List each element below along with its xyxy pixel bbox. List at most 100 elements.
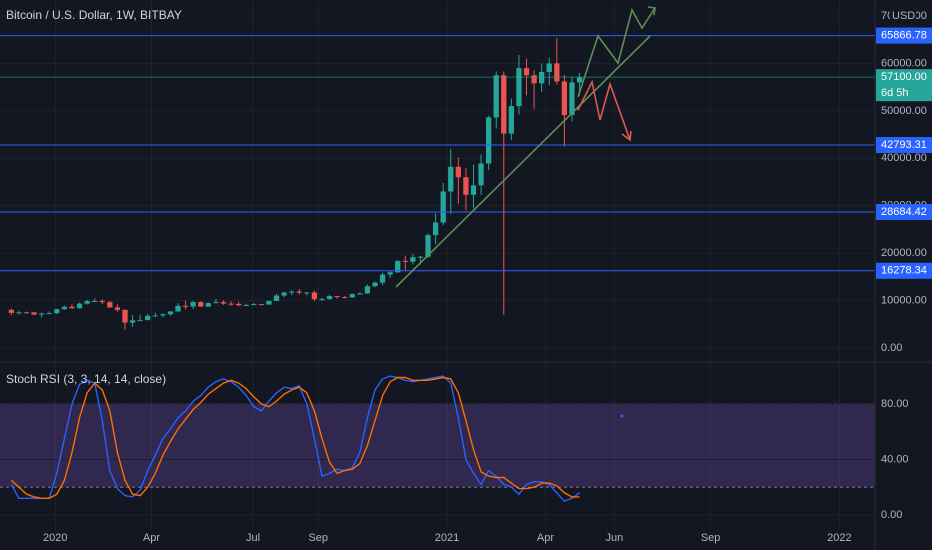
currency-label: USD (892, 10, 915, 22)
candle-body (16, 312, 22, 314)
candle-body (175, 305, 181, 312)
candle-body (508, 106, 515, 134)
candle-body (289, 291, 295, 293)
candle-body (92, 300, 98, 302)
candle-body (516, 68, 522, 107)
candle-body (334, 296, 340, 298)
candle-body (342, 297, 348, 299)
candle-body (152, 315, 158, 317)
candle-body (455, 166, 461, 178)
candle-body (99, 300, 105, 303)
candle-body (417, 256, 424, 258)
x-tick-label: Apr (537, 532, 554, 544)
x-tick-label: 2022 (827, 532, 851, 544)
candle-body (129, 320, 136, 323)
candle-body (251, 304, 257, 306)
y-tick-label: 40000.00 (881, 152, 927, 164)
candle-body (190, 302, 196, 307)
candle-body (319, 299, 325, 301)
candle-body (395, 260, 401, 273)
candle-body (228, 303, 234, 305)
last-price-label: 57100.00 (881, 71, 927, 83)
candle-body (61, 306, 68, 310)
candle-body (576, 77, 583, 83)
y-tick-label: 40.00 (881, 453, 909, 465)
candle-body (304, 292, 310, 294)
candle-body (432, 222, 439, 236)
marks-layer (0, 35, 875, 502)
candle-body (54, 309, 60, 314)
candle-body (243, 304, 249, 306)
y-tick-label: 50000.00 (881, 105, 927, 117)
candle-body (137, 320, 143, 322)
level-label-box (876, 203, 932, 220)
arrow-head (647, 6, 656, 16)
stoch-band (0, 403, 875, 488)
trend-line (395, 35, 651, 288)
candle-body (167, 311, 174, 315)
candle-body (76, 303, 83, 309)
candle-body (8, 309, 15, 313)
x-tick-label: Apr (143, 532, 160, 544)
candle-body (258, 304, 265, 306)
symbol-title: Bitcoin / U.S. Dollar, 1W, BITBAY (6, 8, 182, 22)
countdown-label: 6d 5h (881, 87, 909, 99)
candle-body (554, 63, 560, 82)
level-label: 42793.31 (881, 139, 927, 151)
candle-body (364, 286, 371, 294)
candle-body (478, 163, 484, 186)
x-tick-label: Jul (246, 532, 260, 544)
y-tick-label: 0.00 (881, 342, 902, 354)
last-price-box (876, 69, 932, 102)
candle-body (493, 75, 499, 118)
candle-body (523, 68, 530, 76)
candle-body (266, 300, 272, 305)
candle-body (107, 302, 113, 308)
y-tick-label: 60000.00 (881, 57, 927, 69)
candle-body (220, 302, 227, 304)
x-tick-label: Sep (308, 532, 328, 544)
labels-layer: 0.0010000.0020000.0030000.0040000.005000… (43, 7, 932, 544)
candle-body (23, 312, 30, 314)
bear-path (577, 79, 631, 141)
candle-body (296, 291, 302, 293)
y-tick-label: 10000.00 (881, 294, 927, 306)
candle-body (561, 81, 568, 116)
candle-body (531, 75, 537, 84)
candle-body (448, 166, 454, 192)
level-label: 65866.78 (881, 29, 927, 41)
candle-body (326, 296, 333, 300)
stoch-line (10, 375, 580, 502)
candle-body (372, 282, 378, 287)
candle-body (357, 293, 363, 295)
arrow-head (621, 130, 632, 142)
y-tick-label: 80.00 (881, 398, 909, 410)
level-label-box (876, 262, 932, 279)
candle-body (463, 177, 469, 195)
candle-body (410, 257, 416, 262)
candle-body (84, 300, 90, 304)
bull-path (577, 7, 656, 98)
candle-body (440, 191, 446, 223)
candle-body (311, 292, 318, 300)
x-tick-label: Jun (606, 532, 624, 544)
user-drawings (395, 6, 656, 418)
candle-body (425, 235, 431, 257)
candle-body (182, 305, 189, 307)
grid-layer (0, 0, 875, 530)
candle-body (39, 313, 45, 315)
candle-body (485, 117, 492, 164)
candle-body (281, 292, 287, 296)
candle-body (569, 82, 575, 116)
currency-box (890, 7, 916, 24)
level-label: 16278.34 (881, 265, 927, 277)
x-tick-label: Sep (701, 532, 721, 544)
marker-dot (620, 414, 624, 418)
candle-body (546, 63, 552, 72)
x-tick-label: 2020 (43, 532, 67, 544)
candle-body (501, 75, 507, 134)
indicator-title: Stoch RSI (3, 3, 14, 14, close) (6, 372, 166, 386)
level-label-box (876, 27, 932, 44)
candle-body (145, 315, 151, 321)
